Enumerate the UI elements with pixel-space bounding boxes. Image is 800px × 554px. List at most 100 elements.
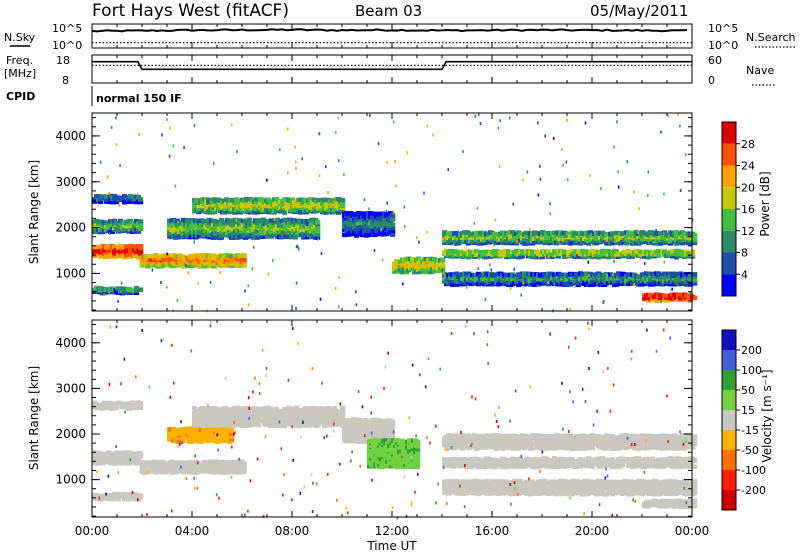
heatmap-cell [233, 221, 239, 226]
heatmap-cell [116, 497, 122, 502]
heatmap-cell [161, 133, 163, 137]
cpid-value: normal 150 IF [96, 92, 182, 105]
heatmap-cell [588, 230, 594, 235]
heatmap-cell [590, 248, 596, 254]
heatmap-cell [537, 193, 540, 197]
heatmap-cell [118, 195, 124, 200]
heatmap-cell [134, 218, 140, 224]
heatmap-cell [362, 230, 368, 235]
heatmap-cell [566, 232, 572, 237]
heatmap-cell [493, 243, 496, 247]
heatmap-cell [315, 219, 321, 225]
heatmap-cell [219, 438, 225, 444]
heatmap-cell [547, 255, 550, 259]
heatmap-cell [122, 194, 128, 199]
heatmap-cell [212, 161, 215, 165]
heatmap-cell [617, 185, 620, 189]
heatmap-cell [656, 252, 662, 258]
heatmap-cell [301, 157, 303, 161]
heatmap-cell [235, 218, 238, 222]
heatmap-cell [626, 281, 632, 287]
heatmap-cell [596, 255, 602, 260]
heatmap-cell [404, 225, 406, 229]
colorbar-swatch [722, 143, 736, 166]
heatmap-cell [301, 235, 307, 240]
heatmap-cell [256, 230, 259, 234]
heatmap-cell [228, 407, 234, 412]
heatmap-cell [386, 201, 388, 205]
heatmap-cell [662, 230, 668, 235]
heatmap-cell [179, 427, 185, 432]
heatmap-cell [317, 237, 319, 241]
heatmap-cell [229, 428, 235, 433]
heatmap-cell [500, 274, 503, 278]
heatmap-cell [294, 145, 296, 149]
heatmap-cell [211, 470, 217, 475]
nsearch-label: N.Search [746, 31, 796, 44]
heatmap-cell [477, 113, 480, 117]
heatmap-cell [520, 254, 526, 259]
heatmap-cell [553, 282, 556, 286]
heatmap-cell [380, 228, 383, 231]
heatmap-cell [442, 271, 448, 277]
heatmap-cell [244, 405, 250, 411]
heatmap-cell [260, 409, 266, 414]
cpid-label: CPID [6, 90, 35, 103]
heatmap-cell [660, 300, 662, 303]
heatmap-cell [512, 273, 518, 279]
heatmap-cell [191, 468, 197, 473]
heatmap-cell [214, 407, 220, 412]
heatmap-cell [340, 202, 346, 207]
heatmap-cell [294, 423, 300, 428]
heatmap-cell [136, 254, 142, 260]
heatmap-cell [442, 271, 445, 275]
heatmap-cell [626, 160, 629, 164]
heatmap-cell [114, 195, 120, 200]
heatmap-cell [134, 285, 140, 291]
heatmap-cell [138, 197, 144, 202]
colorbar-swatch [722, 252, 736, 275]
heatmap-cell [602, 277, 608, 282]
heatmap-cell [165, 253, 171, 258]
heatmap-cell [384, 230, 390, 236]
heatmap-cell [99, 160, 102, 164]
power-y-axis-label: Slant Range [km] [27, 160, 41, 264]
heatmap-cell [240, 416, 246, 422]
heatmap-cell [450, 255, 452, 259]
heatmap-cell [334, 286, 337, 290]
heatmap-cell [576, 274, 582, 279]
heatmap-cell [477, 267, 480, 270]
heatmap-cell [229, 431, 235, 436]
heatmap-cell [132, 224, 138, 230]
heatmap-cell [149, 253, 155, 259]
heatmap-cell [138, 248, 144, 253]
heatmap-cell [138, 199, 144, 205]
heatmap-cell [138, 250, 144, 256]
heatmap-cell [138, 401, 144, 406]
heatmap-cell [552, 136, 555, 140]
heatmap-cell [662, 271, 668, 276]
heatmap-cell [318, 132, 321, 136]
heatmap-cell [294, 160, 297, 164]
heatmap-cell [600, 187, 602, 191]
heatmap-cell [179, 220, 181, 224]
heatmap-cell [522, 281, 525, 285]
heatmap-cell [318, 174, 321, 178]
heatmap-cell [350, 222, 356, 227]
y-tick-label: 1000 [55, 266, 86, 280]
heatmap-cell [592, 279, 598, 284]
heatmap-cell [432, 133, 434, 137]
heatmap-cell [406, 151, 409, 155]
heatmap-cell [355, 290, 357, 294]
heatmap-cell [584, 121, 587, 125]
heatmap-cell [432, 268, 438, 273]
heatmap-cell [544, 134, 546, 138]
heatmap-cell [138, 132, 140, 136]
heatmap-cell [183, 145, 185, 149]
heatmap-cell [268, 199, 274, 204]
heatmap-cell [474, 249, 480, 254]
heatmap-cell [320, 252, 323, 255]
heatmap-cell [390, 228, 396, 233]
heatmap-cell [197, 281, 199, 285]
